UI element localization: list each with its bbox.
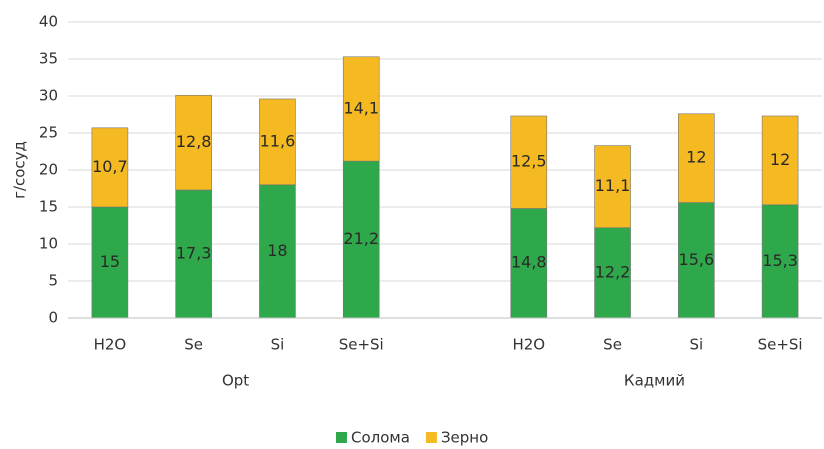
data-label: 11,6 — [260, 131, 296, 150]
data-label: 12,8 — [176, 132, 212, 151]
x-tick-label: Se+Si — [758, 336, 803, 354]
data-label: 21,2 — [343, 229, 379, 248]
data-label: 12 — [770, 150, 790, 169]
x-tick-label: H2O — [512, 336, 545, 354]
x-tick-label: Se — [184, 336, 203, 354]
x-tick-label: Se+Si — [339, 336, 384, 354]
data-label: 15,6 — [679, 250, 715, 269]
y-tick-label: 30 — [39, 87, 58, 105]
y-tick-label: 40 — [39, 13, 58, 31]
bar-segment — [594, 145, 631, 229]
bar-segment — [259, 98, 296, 186]
bar-segment — [761, 115, 799, 206]
bar-segment — [678, 113, 715, 203]
y-tick-label: 5 — [48, 272, 58, 290]
data-label: 12,5 — [511, 152, 547, 171]
bar-segment — [342, 56, 380, 162]
bar-segment — [91, 206, 129, 319]
y-axis-title: г/сосуд — [11, 141, 29, 199]
legend-swatch — [336, 432, 347, 443]
legend-swatch — [425, 432, 437, 443]
data-label: 14,1 — [343, 98, 379, 117]
data-label: 10,7 — [92, 157, 128, 176]
bar-segment — [510, 115, 548, 209]
x-tick-label: Se — [603, 336, 622, 354]
y-tick-label: 10 — [39, 235, 58, 253]
data-label: 18 — [267, 241, 287, 260]
bar-segment — [761, 204, 799, 319]
x-tick-label: Si — [271, 336, 285, 354]
bar-segment — [175, 94, 212, 191]
data-label: 11,1 — [595, 176, 631, 195]
y-tick-label: 20 — [39, 161, 58, 179]
y-tick-label: 0 — [48, 309, 58, 327]
legend-label: Зерно — [441, 429, 488, 447]
data-label: 15,3 — [762, 251, 798, 270]
data-label: 12,2 — [595, 262, 631, 281]
group-label: Opt — [222, 372, 249, 390]
data-label: 15 — [100, 252, 120, 271]
y-tick-label: 15 — [39, 198, 58, 216]
bar-segment — [510, 208, 548, 319]
data-label: 17,3 — [176, 243, 212, 262]
data-label: 14,8 — [511, 253, 547, 272]
bar-segment — [678, 202, 715, 319]
data-label: 12 — [686, 148, 706, 167]
x-tick-label: Si — [689, 336, 703, 354]
x-tick-label: H2O — [94, 336, 127, 354]
legend-label: Солома — [351, 429, 410, 447]
group-label: Кадмий — [624, 372, 685, 390]
bar-segment — [91, 127, 129, 208]
y-tick-label: 35 — [39, 50, 58, 68]
y-tick-label: 25 — [39, 124, 58, 142]
